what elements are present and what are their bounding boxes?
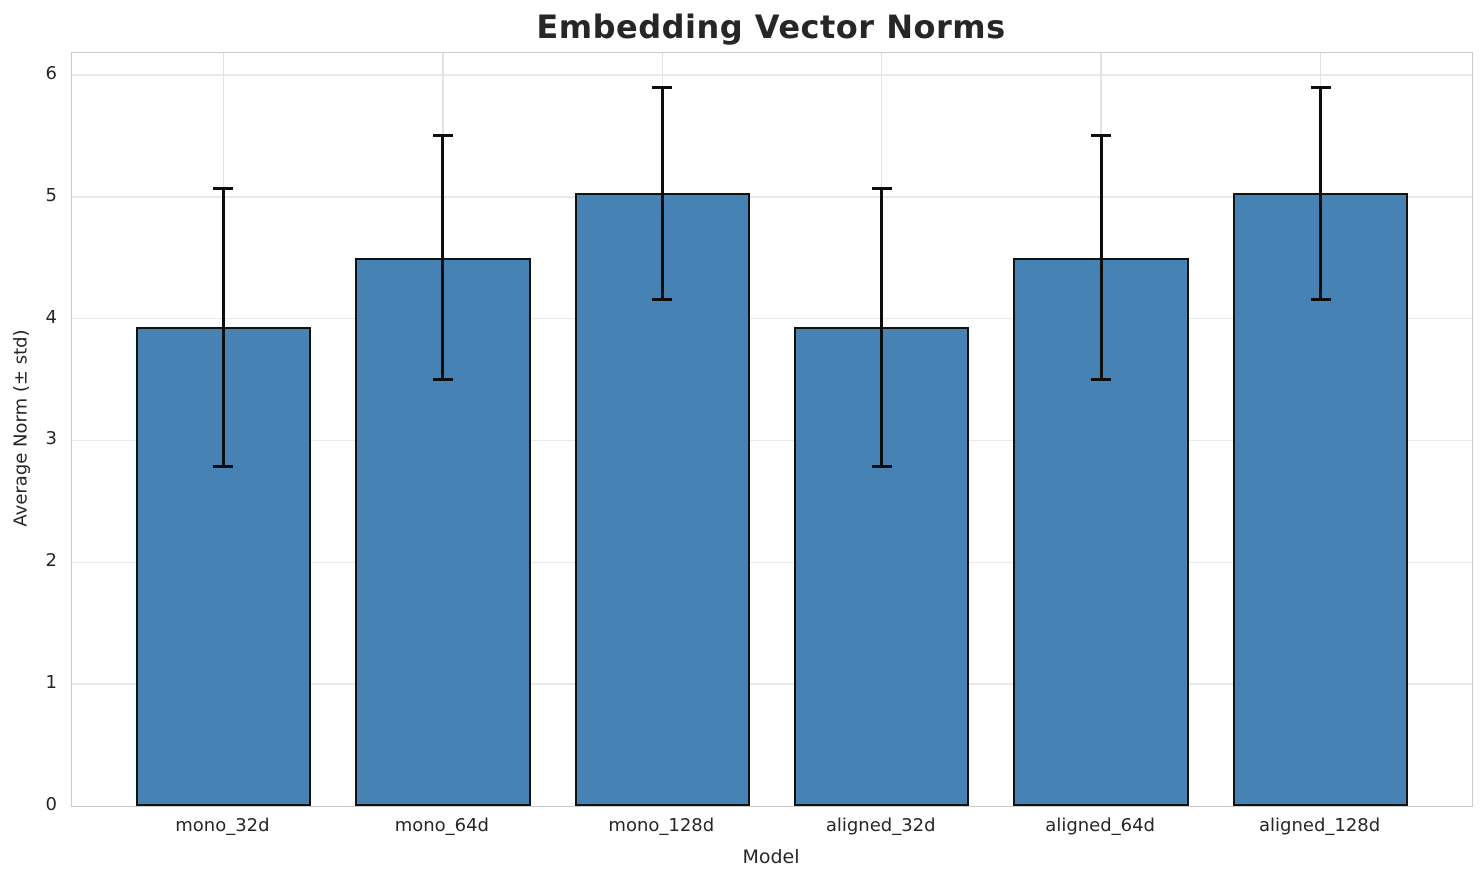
- error-cap-bottom-aligned_32d: [871, 464, 892, 468]
- gridline-y-5: [72, 196, 1472, 198]
- y-tick-5: 5: [45, 184, 57, 206]
- bar-aligned_32d: [793, 327, 970, 806]
- error-cap-bottom-mono_64d: [432, 378, 453, 382]
- x-tick-mono_32d: mono_32d: [175, 815, 270, 836]
- y-tick-2: 2: [45, 550, 57, 572]
- y-tick-1: 1: [45, 672, 57, 694]
- gridline-y-1: [72, 683, 1472, 685]
- x-tick-aligned_32d: aligned_32d: [825, 815, 936, 836]
- error-cap-bottom-aligned_128d: [1310, 297, 1331, 301]
- error-cap-bottom-mono_128d: [652, 297, 673, 301]
- error-cap-bottom-mono_32d: [213, 464, 234, 468]
- y-tick-0: 0: [45, 794, 57, 815]
- y-tick-6: 6: [45, 62, 57, 84]
- gridline-y-4: [72, 317, 1472, 320]
- error-cap-top-aligned_32d: [871, 186, 892, 190]
- error-bar-mono_32d: [221, 188, 225, 467]
- error-cap-top-mono_32d: [213, 186, 234, 190]
- error-bar-mono_64d: [441, 135, 445, 380]
- plot-area: [71, 52, 1473, 807]
- error-bar-aligned_64d: [1099, 135, 1103, 380]
- error-cap-top-mono_128d: [652, 85, 673, 89]
- error-cap-top-aligned_128d: [1310, 85, 1331, 89]
- error-cap-bottom-aligned_64d: [1091, 378, 1112, 382]
- gridline-y-6: [72, 74, 1472, 76]
- error-bar-aligned_128d: [1319, 87, 1323, 300]
- y-axis-tick-labels: 0 1 2 3 4 5 6: [0, 52, 57, 815]
- error-bar-aligned_32d: [880, 188, 884, 467]
- x-tick-mono_128d: mono_128d: [608, 815, 715, 836]
- x-tick-aligned_64d: aligned_64d: [1045, 815, 1155, 836]
- x-axis-label: Model: [742, 846, 800, 868]
- chart-title: Embedding Vector Norms: [536, 8, 1006, 46]
- y-tick-4: 4: [45, 306, 57, 328]
- x-tick-aligned_128d: aligned_128d: [1259, 815, 1381, 836]
- gridline-y-2: [72, 561, 1472, 564]
- x-axis-tick-labels: mono_32d mono_64d mono_128d aligned_32d alig…: [71, 815, 1471, 841]
- error-bar-mono_128d: [660, 87, 664, 300]
- error-cap-top-mono_64d: [432, 134, 453, 138]
- gridline-y-3: [72, 439, 1472, 442]
- x-tick-mono_64d: mono_64d: [394, 815, 489, 836]
- error-cap-top-aligned_64d: [1091, 134, 1112, 138]
- y-tick-3: 3: [45, 428, 57, 450]
